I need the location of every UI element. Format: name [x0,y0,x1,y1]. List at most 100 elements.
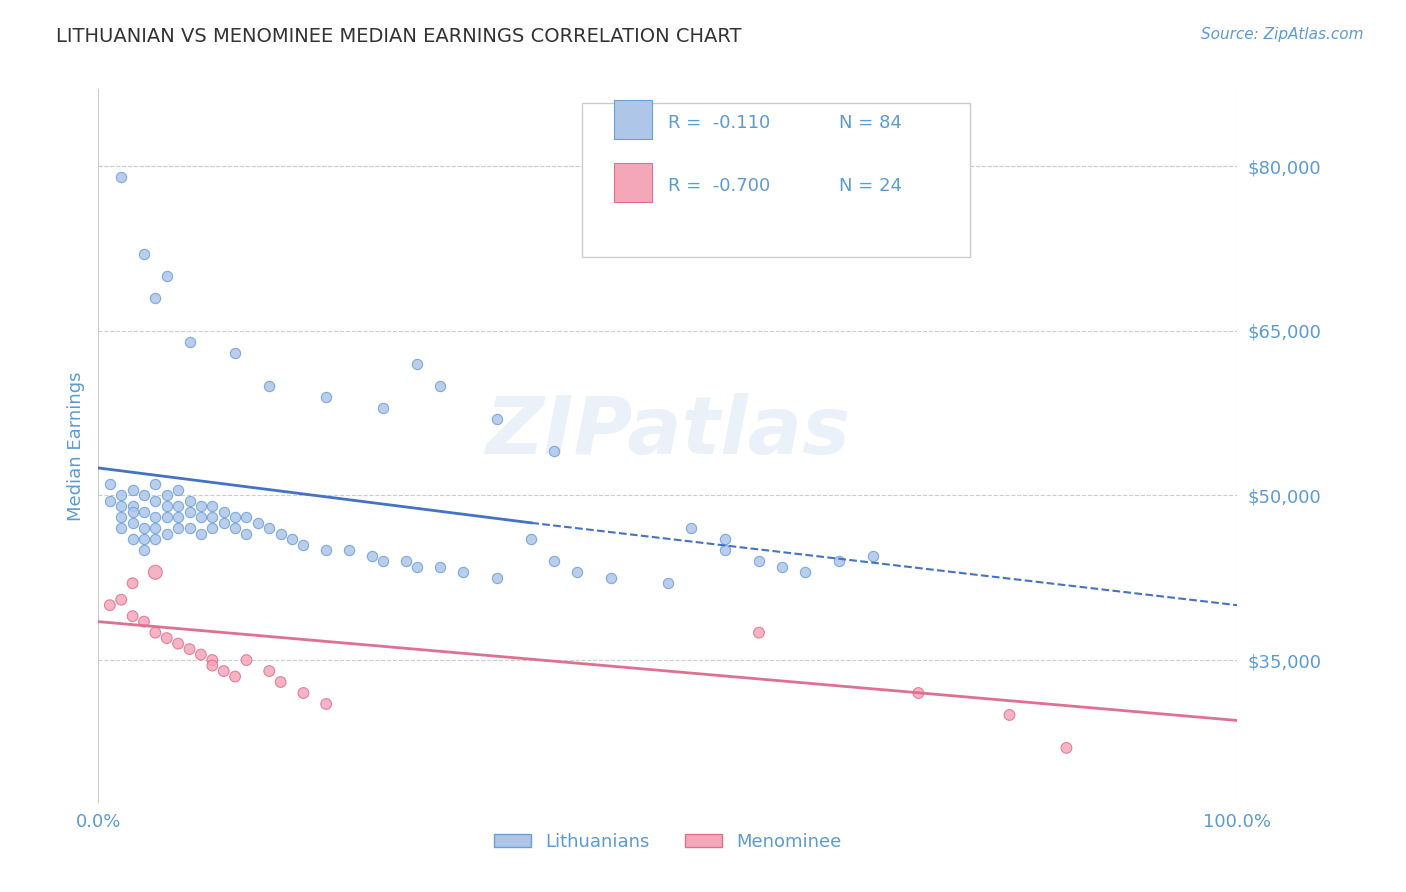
Point [292,538,315,552]
Point [167,510,190,524]
Point [998,708,1021,723]
Point [224,521,246,535]
Point [132,247,155,261]
Point [862,549,884,563]
Point [156,488,179,502]
Point [156,500,179,514]
Point [224,669,246,683]
Point [121,516,143,530]
Point [121,483,143,497]
Point [1054,740,1078,755]
Point [235,510,257,524]
Point [110,500,132,514]
Text: N = 24: N = 24 [839,178,901,195]
Point [520,533,543,547]
Point [201,521,224,535]
Point [145,291,167,305]
Point [145,533,167,547]
Point [429,559,451,574]
Point [98,477,121,491]
Point [371,554,394,568]
Text: Source: ZipAtlas.com: Source: ZipAtlas.com [1201,27,1364,42]
Point [543,444,565,458]
Point [145,494,167,508]
Point [201,653,224,667]
Point [270,526,292,541]
Point [337,543,360,558]
Point [121,500,143,514]
Point [132,505,155,519]
Point [259,521,281,535]
Point [224,345,246,359]
Point [486,411,509,425]
Point [714,543,737,558]
Point [121,609,143,624]
Point [246,516,269,530]
Point [907,686,929,700]
Point [429,378,451,392]
Point [543,554,565,568]
Point [235,526,257,541]
Point [201,510,224,524]
Point [235,653,257,667]
Point [167,500,190,514]
Point [179,494,201,508]
Point [145,521,167,535]
Point [145,566,167,580]
Point [132,543,155,558]
Point [315,390,337,404]
Point [190,500,212,514]
Text: ZIPatlas: ZIPatlas [485,392,851,471]
Point [179,521,201,535]
Point [132,521,155,535]
Text: N = 84: N = 84 [839,114,901,132]
Text: R =  -0.700: R = -0.700 [668,178,770,195]
Point [259,664,281,678]
Point [451,566,474,580]
Point [98,598,121,612]
Point [281,533,304,547]
Bar [614,162,652,202]
Point [828,554,851,568]
Point [395,554,418,568]
Point [770,559,793,574]
Point [212,516,235,530]
Point [110,169,132,184]
Point [406,357,429,371]
Point [110,488,132,502]
Point [145,477,167,491]
Point [315,697,337,711]
Point [156,526,179,541]
Point [110,592,132,607]
Point [259,378,281,392]
Text: R =  -0.110: R = -0.110 [668,114,770,132]
Point [110,521,132,535]
Point [132,615,155,629]
Point [121,533,143,547]
Point [315,543,337,558]
Point [190,648,212,662]
Point [406,559,429,574]
Point [270,675,292,690]
Point [156,631,179,645]
Point [145,625,167,640]
Point [132,533,155,547]
FancyBboxPatch shape [582,103,970,257]
Point [167,521,190,535]
Point [793,566,815,580]
Point [657,576,679,591]
Point [486,571,509,585]
Point [212,505,235,519]
Point [121,505,143,519]
Point [565,566,588,580]
Bar [614,100,652,139]
Point [679,521,702,535]
Point [212,664,235,678]
Point [190,510,212,524]
Point [98,494,121,508]
Point [110,510,132,524]
Point [179,505,201,519]
Point [167,637,190,651]
Point [371,401,394,415]
Point [600,571,623,585]
